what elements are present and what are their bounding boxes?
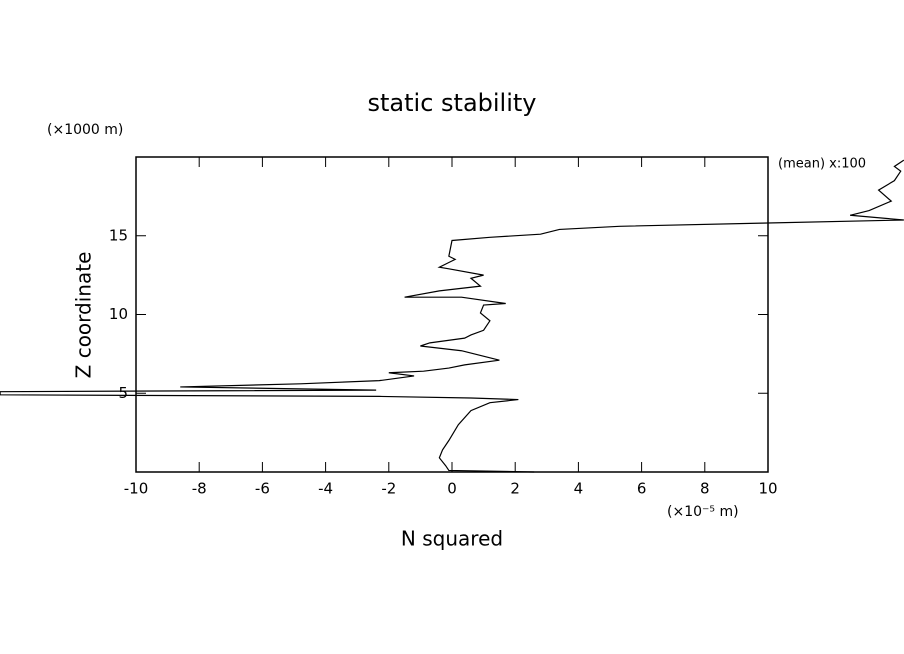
data-line xyxy=(0,159,904,473)
y-axis-label: Z coordinate xyxy=(72,252,96,379)
x-tick-label: -4 xyxy=(318,480,333,498)
x-unit-label: (×10⁻⁵ m) xyxy=(667,504,739,520)
y-unit-label: (×1000 m) xyxy=(47,122,123,138)
x-tick-label: -2 xyxy=(381,480,396,498)
plot-frame xyxy=(135,156,769,473)
x-axis-label: N squared xyxy=(401,527,503,551)
x-tick-label: 8 xyxy=(700,480,710,498)
x-tick-label: -10 xyxy=(124,480,149,498)
x-tick-label: 4 xyxy=(574,480,584,498)
x-tick-label: 6 xyxy=(637,480,647,498)
x-tick-label: -8 xyxy=(192,480,207,498)
x-tick-label: 0 xyxy=(447,480,457,498)
y-tick-label: 15 xyxy=(109,226,128,244)
annotation: (mean) x:100 xyxy=(778,157,866,172)
y-tick-label: 5 xyxy=(118,384,128,402)
y-tick-label: 10 xyxy=(109,305,128,323)
chart-title: static stability xyxy=(368,89,537,117)
x-tick-label: 10 xyxy=(758,480,777,498)
x-tick-label: 2 xyxy=(510,480,520,498)
x-tick-label: -6 xyxy=(255,480,270,498)
